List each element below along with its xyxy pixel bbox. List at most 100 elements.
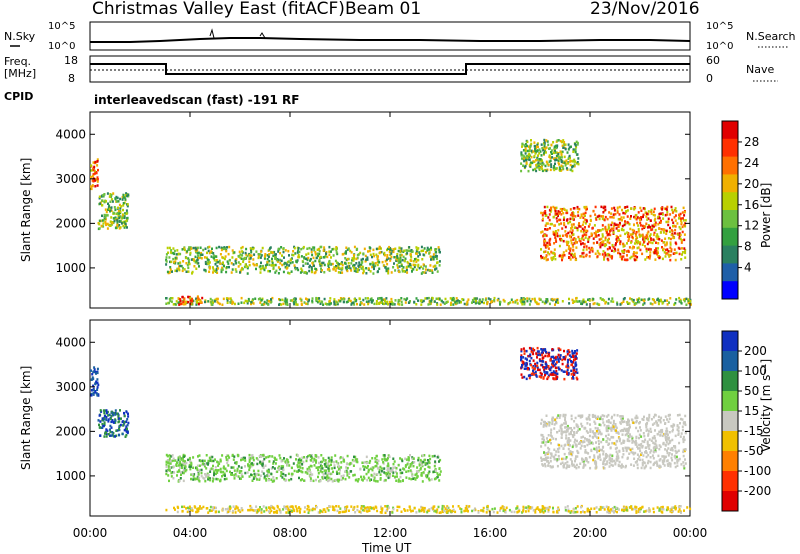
heatmap-cell xyxy=(123,216,126,220)
heatmap-cell xyxy=(394,470,397,474)
heatmap-cell xyxy=(496,299,499,302)
heatmap-cell xyxy=(339,507,342,510)
heatmap-cell xyxy=(342,477,344,480)
heatmap-cell xyxy=(530,142,533,146)
heatmap-cell xyxy=(606,217,609,221)
heatmap-cell xyxy=(331,248,334,251)
heatmap-cell xyxy=(403,259,406,262)
heatmap-cell xyxy=(681,230,684,234)
heatmap-cell xyxy=(102,424,105,428)
heatmap-cell xyxy=(213,254,216,257)
frequency-panel: Freq. [MHz] 18 8 60 0 Nave CPID interlea… xyxy=(4,54,778,107)
heatmap-cell xyxy=(678,213,680,217)
heatmap-cell xyxy=(647,256,650,259)
heatmap-cell xyxy=(564,143,567,146)
heatmap-cell xyxy=(563,208,566,211)
heatmap-cell xyxy=(183,297,186,300)
heatmap-cell xyxy=(169,266,172,269)
heatmap-cell xyxy=(194,246,197,250)
heatmap-cell xyxy=(331,262,334,266)
heatmap-cell xyxy=(575,145,578,149)
heatmap-cell xyxy=(283,506,286,509)
heatmap-cell xyxy=(380,507,383,511)
heatmap-cell xyxy=(209,478,212,482)
heatmap-cell xyxy=(673,506,676,509)
heatmap-cell xyxy=(300,247,303,251)
heatmap-cell xyxy=(584,211,587,215)
heatmap-cell xyxy=(588,251,591,254)
heatmap-cell xyxy=(407,456,410,460)
heatmap-cell xyxy=(254,509,257,512)
heatmap-cell xyxy=(298,476,300,480)
heatmap-cell xyxy=(344,507,347,511)
heatmap-cell xyxy=(317,468,320,472)
heatmap-cell xyxy=(205,475,208,478)
heatmap-cell xyxy=(248,456,251,460)
heatmap-cell xyxy=(126,431,129,435)
heatmap-cell xyxy=(552,141,555,144)
heatmap-cell xyxy=(542,507,545,510)
heatmap-cell xyxy=(419,461,422,464)
heatmap-cell xyxy=(189,296,192,300)
heatmap-cell xyxy=(353,505,356,509)
heatmap-cell xyxy=(205,454,208,457)
heatmap-cell xyxy=(175,463,178,466)
heatmap-cell xyxy=(629,217,632,220)
heatmap-cell xyxy=(352,301,354,305)
heatmap-cell xyxy=(614,447,617,450)
heatmap-cell xyxy=(370,467,373,471)
heatmap-cell xyxy=(304,471,307,474)
heatmap-cell xyxy=(608,511,611,514)
heatmap-cell xyxy=(105,210,108,214)
heatmap-cell xyxy=(626,221,629,224)
heatmap-cell xyxy=(618,238,621,241)
heatmap-cell xyxy=(362,475,365,479)
heatmap-cell xyxy=(446,506,449,510)
heatmap-cell xyxy=(572,212,575,215)
heatmap-cell xyxy=(656,506,659,509)
heatmap-cell xyxy=(234,259,237,263)
heatmap-cell xyxy=(602,250,605,253)
heatmap-cell xyxy=(646,242,649,246)
heatmap-cell xyxy=(607,225,610,229)
heatmap-cell xyxy=(182,471,185,475)
heatmap-cell xyxy=(633,251,635,254)
heatmap-cell xyxy=(405,265,408,269)
heatmap-cell xyxy=(308,509,311,512)
heatmap-cell xyxy=(542,348,545,352)
heatmap-cell xyxy=(671,211,674,214)
heatmap-cell xyxy=(646,256,648,259)
heatmap-cell xyxy=(116,221,119,224)
heatmap-cell xyxy=(104,215,107,219)
heatmap-cell xyxy=(556,232,559,235)
heatmap-cell xyxy=(610,207,613,210)
heatmap-cell xyxy=(124,435,127,438)
heatmap-cell xyxy=(352,266,355,269)
heatmap-cell xyxy=(672,224,674,228)
heatmap-cell xyxy=(420,460,423,463)
heatmap-cell xyxy=(180,471,182,474)
heatmap-cell xyxy=(214,469,217,472)
heatmap-cell xyxy=(281,254,283,257)
heatmap-cell xyxy=(214,458,216,461)
heatmap-cell xyxy=(361,505,364,509)
heatmap-cell xyxy=(603,244,606,248)
heatmap-cell xyxy=(289,505,291,509)
heatmap-cell xyxy=(209,468,212,471)
heatmap-cell xyxy=(647,212,650,216)
heatmap-cell xyxy=(182,266,184,270)
heatmap-cell xyxy=(224,255,227,258)
heatmap-cell xyxy=(271,257,273,261)
heatmap-cell xyxy=(337,480,340,483)
heatmap-cell xyxy=(344,470,346,473)
heatmap-cell xyxy=(555,167,558,170)
heatmap-cell xyxy=(92,388,95,392)
heatmap-cell xyxy=(597,439,600,443)
heatmap-cell xyxy=(540,211,543,215)
heatmap-cell xyxy=(667,250,670,253)
heatmap-cell xyxy=(674,225,677,228)
heatmap-cell xyxy=(290,505,293,508)
heatmap-cell xyxy=(574,510,577,514)
heatmap-cell xyxy=(417,255,420,258)
heatmap-cell xyxy=(421,271,424,274)
